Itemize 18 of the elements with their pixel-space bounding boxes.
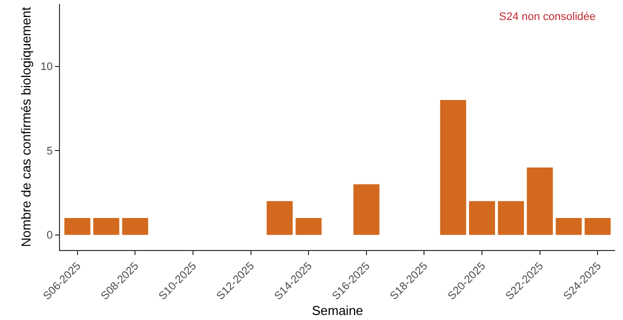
bar [526,167,553,235]
x-axis-title: Semaine [312,303,364,318]
bar [440,100,466,235]
annotation: S24 non consolidée [499,11,596,23]
bar [584,218,611,235]
bar [296,218,322,235]
y-tick-label: 0 [46,230,53,242]
bar [469,201,496,235]
bar [93,218,120,235]
bar [122,218,148,235]
y-axis-title: Nombre de cas confirmés biologiquement [18,6,34,247]
bar [353,184,380,235]
bar [266,201,293,235]
y-tick-label: 10 [40,61,53,74]
bar [556,218,582,235]
y-tick-label: 5 [46,145,53,158]
bar [64,218,90,235]
bar [498,201,524,235]
